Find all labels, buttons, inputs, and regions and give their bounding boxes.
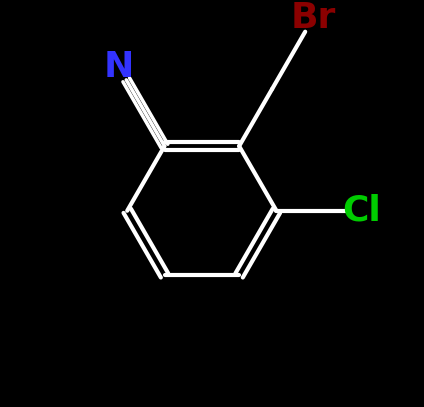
Text: N: N xyxy=(103,50,134,84)
Text: Br: Br xyxy=(290,2,335,35)
Text: Cl: Cl xyxy=(342,194,381,228)
